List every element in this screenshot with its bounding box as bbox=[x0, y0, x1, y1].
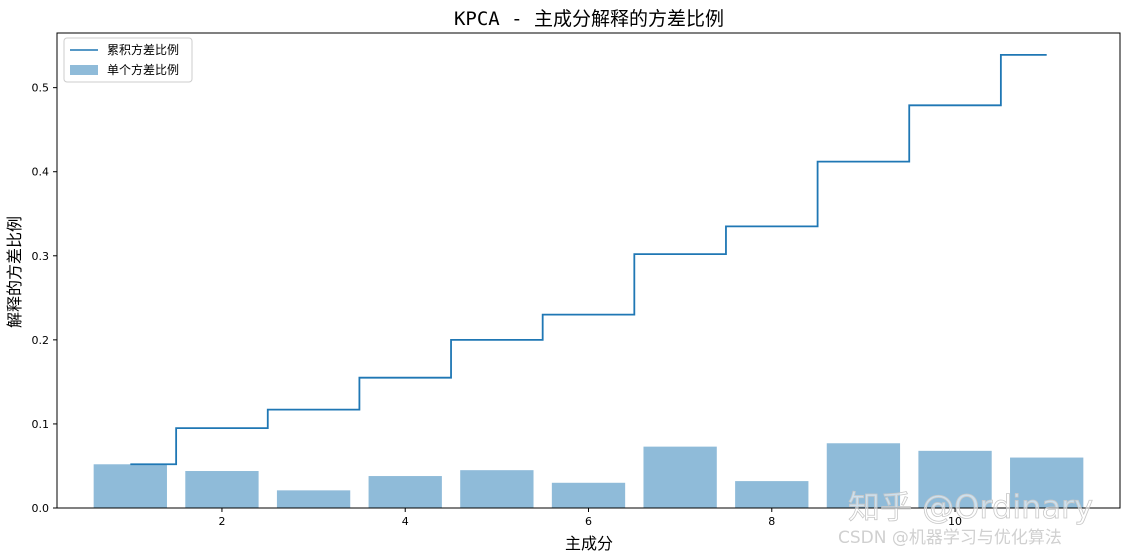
axes-border bbox=[56, 32, 1121, 509]
step-line-layer bbox=[130, 53, 1047, 466]
bar-pc-11 bbox=[1010, 457, 1084, 508]
bars bbox=[93, 443, 1084, 508]
bar-pc-10 bbox=[918, 450, 992, 508]
bar-pc-6 bbox=[551, 482, 626, 508]
legend-label-individual: 单个方差比例 bbox=[107, 62, 179, 77]
y-tick-label: 0.0 bbox=[32, 502, 50, 515]
bar-pc-5 bbox=[460, 470, 534, 508]
bar-pc-9 bbox=[826, 443, 901, 508]
chart-title: KPCA - 主成分解释的方差比例 bbox=[454, 8, 724, 30]
x-tick-label: 6 bbox=[585, 515, 592, 528]
x-ticks: 2 4 6 8 10 bbox=[218, 508, 962, 528]
bar-pc-1 bbox=[93, 464, 167, 508]
watermark: 知乎 @Ordinary CSDN @机器学习与优化算法 bbox=[838, 488, 1094, 548]
y-axis-label: 解释的方差比例 bbox=[5, 216, 24, 328]
bar-pc-7 bbox=[643, 446, 717, 508]
bar-pc-3 bbox=[276, 490, 351, 508]
x-tick-label: 10 bbox=[948, 515, 962, 528]
legend: 累积方差比例 单个方差比例 bbox=[63, 37, 193, 83]
y-tick-label: 0.2 bbox=[32, 334, 50, 347]
axes-frame bbox=[56, 32, 1121, 509]
x-tick-label: 4 bbox=[402, 515, 409, 528]
y-tick-label: 0.3 bbox=[32, 250, 50, 263]
legend-label-cumulative: 累积方差比例 bbox=[107, 42, 179, 57]
y-tick-label: 0.1 bbox=[32, 418, 50, 431]
y-tick-label: 0.4 bbox=[32, 166, 50, 179]
watermark-csdn: CSDN @机器学习与优化算法 bbox=[838, 528, 1062, 548]
bar-pc-4 bbox=[368, 476, 442, 508]
bar-pc-8 bbox=[735, 481, 809, 508]
cumulative-step-line bbox=[130, 53, 1047, 466]
y-tick-label: 0.5 bbox=[32, 82, 50, 95]
x-axis-label: 主成分 bbox=[565, 534, 613, 553]
bar-pc-2 bbox=[185, 471, 259, 508]
x-tick-label: 2 bbox=[218, 515, 225, 528]
x-tick-label: 8 bbox=[768, 515, 775, 528]
legend-bar-swatch bbox=[70, 65, 98, 75]
watermark-zhihu: 知乎 @Ordinary bbox=[848, 488, 1093, 526]
y-ticks: 0.0 0.1 0.2 0.3 0.4 0.5 bbox=[32, 82, 57, 515]
